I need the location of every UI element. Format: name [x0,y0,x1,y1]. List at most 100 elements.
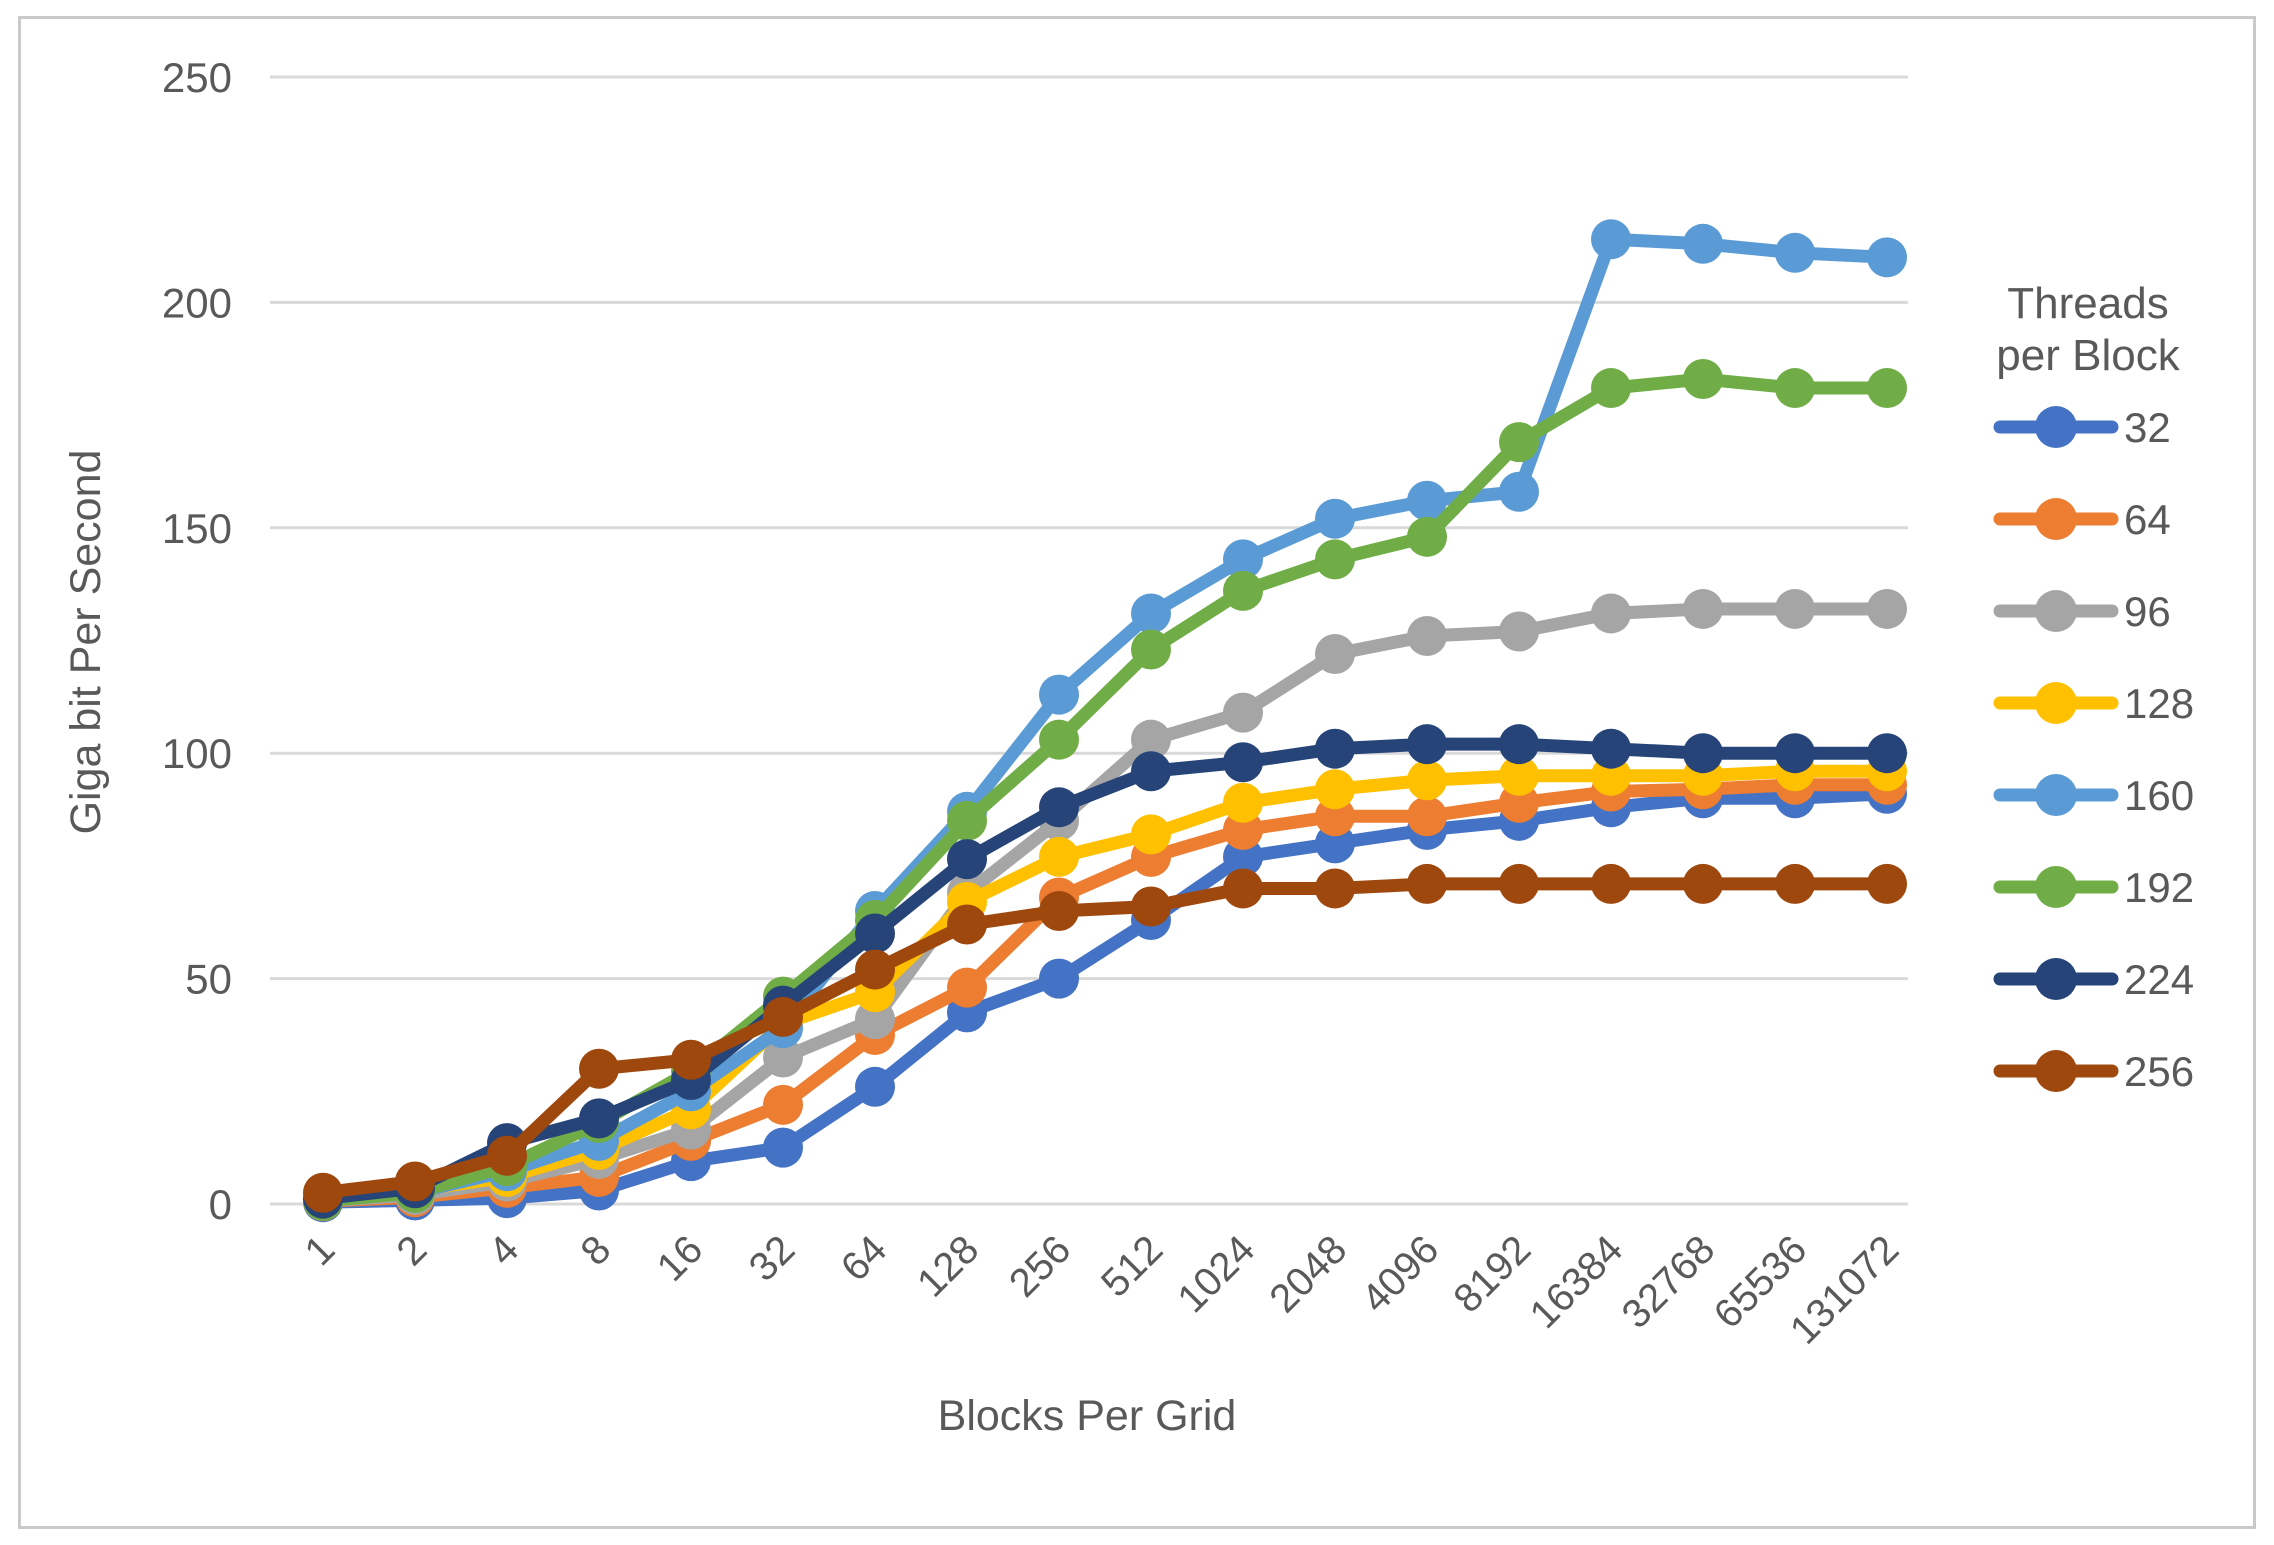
chart-point-224-1024 [1223,742,1263,783]
x-tick-label-1024: 1024 [1169,1227,1263,1321]
y-tick-label-200: 200 [162,279,232,326]
chart-point-256-128 [947,904,987,945]
chart-point-192-256 [1039,719,1079,760]
legend-label-96[interactable]: 96 [2124,588,2171,635]
chart-point-96-1024 [1223,692,1263,733]
chart-point-128-512 [1131,814,1171,855]
chart-point-224-16384 [1591,728,1631,769]
chart-point-224-2048 [1315,728,1355,769]
chart-point-128-8192 [1499,755,1539,796]
legend-marker-dot-32[interactable] [2035,406,2077,448]
chart-point-160-512 [1131,593,1171,634]
chart-point-32-32 [763,1127,803,1168]
legend-title-line1: Threads [2007,279,2168,328]
chart-point-96-8192 [1499,611,1539,652]
legend-marker-dot-192[interactable] [2035,866,2077,908]
chart-point-128-4096 [1407,760,1447,801]
chart-point-224-64 [855,913,895,954]
legend-label-192[interactable]: 192 [2124,864,2194,911]
x-tick-label-32: 32 [741,1227,804,1290]
chart-point-256-256 [1039,890,1079,931]
chart-point-256-4 [487,1135,527,1176]
legend-title-line2: per Block [1996,331,2180,380]
chart-point-160-256 [1039,674,1079,715]
chart-point-96-16384 [1591,593,1631,634]
chart-point-64-128 [947,967,987,1008]
x-tick-label-512: 512 [1093,1227,1171,1305]
chart-point-192-512 [1131,629,1171,670]
chart-point-160-8192 [1499,471,1539,512]
chart-point-224-4096 [1407,724,1447,765]
x-tick-label-2: 2 [389,1227,436,1274]
chart-point-160-131072 [1867,237,1907,278]
chart-point-64-32 [763,1084,803,1125]
chart-point-192-4096 [1407,516,1447,557]
legend-label-32[interactable]: 32 [2124,404,2171,451]
chart-point-192-65536 [1775,368,1815,409]
x-axis-title: Blocks Per Grid [938,1392,1237,1440]
legend-label-160[interactable]: 160 [2124,772,2194,819]
chart-point-192-128 [947,800,987,841]
legend-marker-dot-256[interactable] [2035,1050,2077,1092]
chart-point-256-2048 [1315,868,1355,909]
x-tick-label-1: 1 [297,1227,344,1274]
chart-point-224-512 [1131,751,1171,792]
legend-label-64[interactable]: 64 [2124,496,2171,543]
legend-marker-dot-96[interactable] [2035,590,2077,632]
legend-label-128[interactable]: 128 [2124,680,2194,727]
y-axis-title: Giga bit Per Second [62,450,110,835]
chart-point-64-4096 [1407,796,1447,837]
chart-point-192-8192 [1499,422,1539,463]
x-tick-label-32768: 32768 [1614,1227,1724,1337]
chart-point-96-512 [1131,719,1171,760]
chart-point-160-65536 [1775,232,1815,273]
x-tick-label-16384: 16384 [1522,1227,1632,1337]
chart-point-256-1024 [1223,868,1263,909]
chart-point-256-16384 [1591,863,1631,904]
legend-label-224[interactable]: 224 [2124,956,2194,1003]
y-tick-label-250: 250 [162,54,232,101]
chart-point-128-256 [1039,836,1079,877]
y-tick-label-0: 0 [209,1181,232,1228]
chart-point-160-2048 [1315,498,1355,539]
chart-point-256-4096 [1407,863,1447,904]
x-tick-label-128: 128 [909,1227,987,1305]
chart-point-128-2048 [1315,769,1355,810]
y-tick-label-100: 100 [162,730,232,777]
chart-point-160-32768 [1683,223,1723,264]
chart-point-224-8 [579,1098,619,1139]
chart-point-256-16 [671,1039,711,1080]
legend-marker-dot-128[interactable] [2035,682,2077,724]
chart-point-256-32 [763,996,803,1037]
legend-marker-dot-160[interactable] [2035,774,2077,816]
chart-point-128-1024 [1223,782,1263,823]
chart-point-256-8192 [1499,863,1539,904]
legend-marker-dot-224[interactable] [2035,958,2077,1000]
chart-point-256-512 [1131,886,1171,927]
chart-point-224-128 [947,839,987,880]
x-tick-label-4: 4 [481,1227,528,1274]
x-tick-label-8: 8 [573,1227,620,1274]
chart-point-256-131072 [1867,863,1907,904]
x-tick-label-64: 64 [833,1227,896,1290]
chart-point-256-32768 [1683,863,1723,904]
chart-point-96-32768 [1683,588,1723,629]
y-tick-label-50: 50 [185,956,232,1003]
chart-point-96-4096 [1407,615,1447,656]
chart-point-96-131072 [1867,588,1907,629]
chart-point-224-256 [1039,787,1079,828]
chart-point-192-16384 [1591,368,1631,409]
legend-marker-dot-64[interactable] [2035,498,2077,540]
x-tick-label-256: 256 [1001,1227,1079,1305]
legend-label-256[interactable]: 256 [2124,1048,2194,1095]
chart-point-224-65536 [1775,733,1815,774]
chart-point-160-1024 [1223,539,1263,580]
chart-point-160-4096 [1407,480,1447,521]
chart-point-192-2048 [1315,539,1355,580]
x-tick-label-2048: 2048 [1261,1227,1355,1321]
chart-border [18,16,2256,1529]
chart-point-256-8 [579,1048,619,1089]
chart-point-192-32768 [1683,359,1723,400]
